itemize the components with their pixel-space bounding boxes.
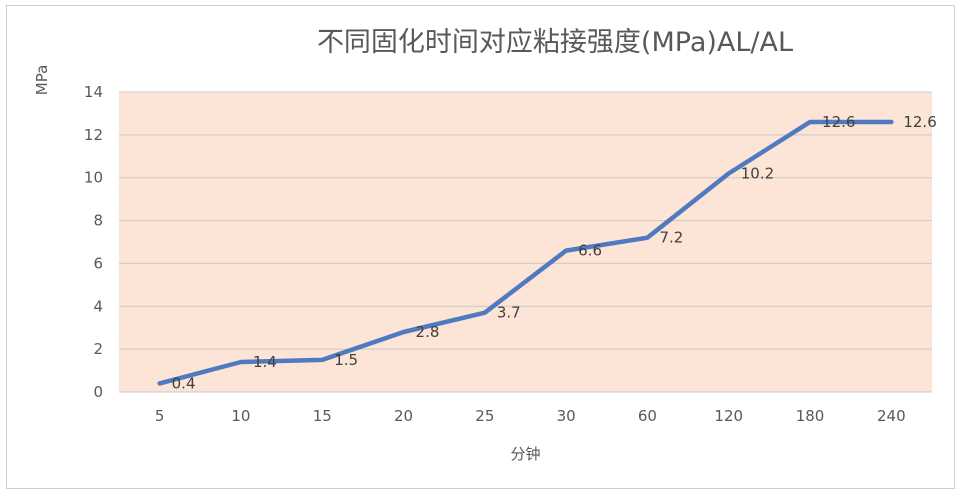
y-tick-label: 2 — [93, 340, 103, 358]
chart-title: 不同固化时间对应粘接强度(MPa)AL/AL — [317, 27, 793, 58]
data-label: 1.4 — [253, 353, 277, 371]
x-tick-label: 20 — [394, 407, 413, 425]
data-label: 12.6 — [903, 113, 936, 131]
data-label: 0.4 — [172, 374, 196, 392]
y-tick-label: 6 — [93, 254, 103, 272]
y-tick-label: 10 — [84, 169, 103, 187]
data-label: 10.2 — [741, 164, 774, 182]
y-tick-label: 4 — [93, 297, 103, 315]
data-label: 6.6 — [578, 242, 602, 260]
x-axis-ticks: 5 10 15 20 25 30 60 120 180 240 — [155, 407, 906, 425]
x-tick-label: 120 — [714, 407, 743, 425]
x-tick-label: 10 — [231, 407, 250, 425]
y-axis-title: MPa — [33, 65, 51, 96]
data-label: 1.5 — [334, 351, 358, 369]
data-label: 7.2 — [659, 229, 683, 247]
x-tick-label: 5 — [155, 407, 165, 425]
data-label: 2.8 — [416, 323, 440, 341]
x-tick-label: 25 — [475, 407, 494, 425]
plot-area — [119, 92, 932, 392]
series-line — [157, 119, 894, 386]
x-tick-label: 240 — [877, 407, 906, 425]
x-tick-label: 180 — [796, 407, 825, 425]
data-labels: 0.4 1.4 1.5 2.8 3.7 6.6 7.2 10.2 12.6 12.6 — [172, 113, 937, 392]
y-tick-label: 12 — [84, 126, 103, 144]
y-tick-label: 14 — [84, 83, 103, 101]
data-label: 12.6 — [822, 113, 855, 131]
x-tick-label: 30 — [557, 407, 576, 425]
x-axis-title: 分钟 — [510, 445, 540, 463]
data-label: 3.7 — [497, 304, 521, 322]
y-tick-label: 8 — [93, 212, 103, 230]
y-axis-ticks: 0 2 4 6 8 10 12 14 — [84, 83, 103, 401]
gridlines — [119, 91, 932, 393]
y-tick-label: 0 — [93, 383, 103, 401]
x-tick-label: 15 — [313, 407, 332, 425]
x-tick-label: 60 — [638, 407, 657, 425]
